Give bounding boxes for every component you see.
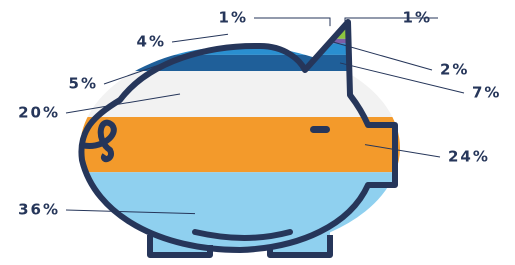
coin-slot	[310, 126, 330, 133]
value-label: 2%	[440, 61, 469, 79]
stripe	[60, 27, 420, 29]
stripe	[60, 30, 420, 39]
value-label: 5%	[69, 75, 98, 93]
stripe	[60, 39, 420, 44]
stripe	[60, 55, 420, 71]
value-label: 1%	[403, 9, 432, 27]
leader-line	[172, 34, 228, 42]
leader-line	[254, 18, 330, 26]
pig-fill	[60, 25, 420, 255]
value-label: 20%	[18, 104, 60, 122]
value-label: 7%	[472, 84, 501, 102]
value-label: 1%	[219, 9, 248, 27]
value-label: 24%	[448, 148, 490, 166]
stripe	[60, 71, 420, 117]
value-label: 36%	[18, 201, 60, 219]
chart: 1% 1% 4% 2% 5% 7% 20% 24% 36%	[0, 0, 515, 265]
value-label: 4%	[137, 33, 166, 51]
